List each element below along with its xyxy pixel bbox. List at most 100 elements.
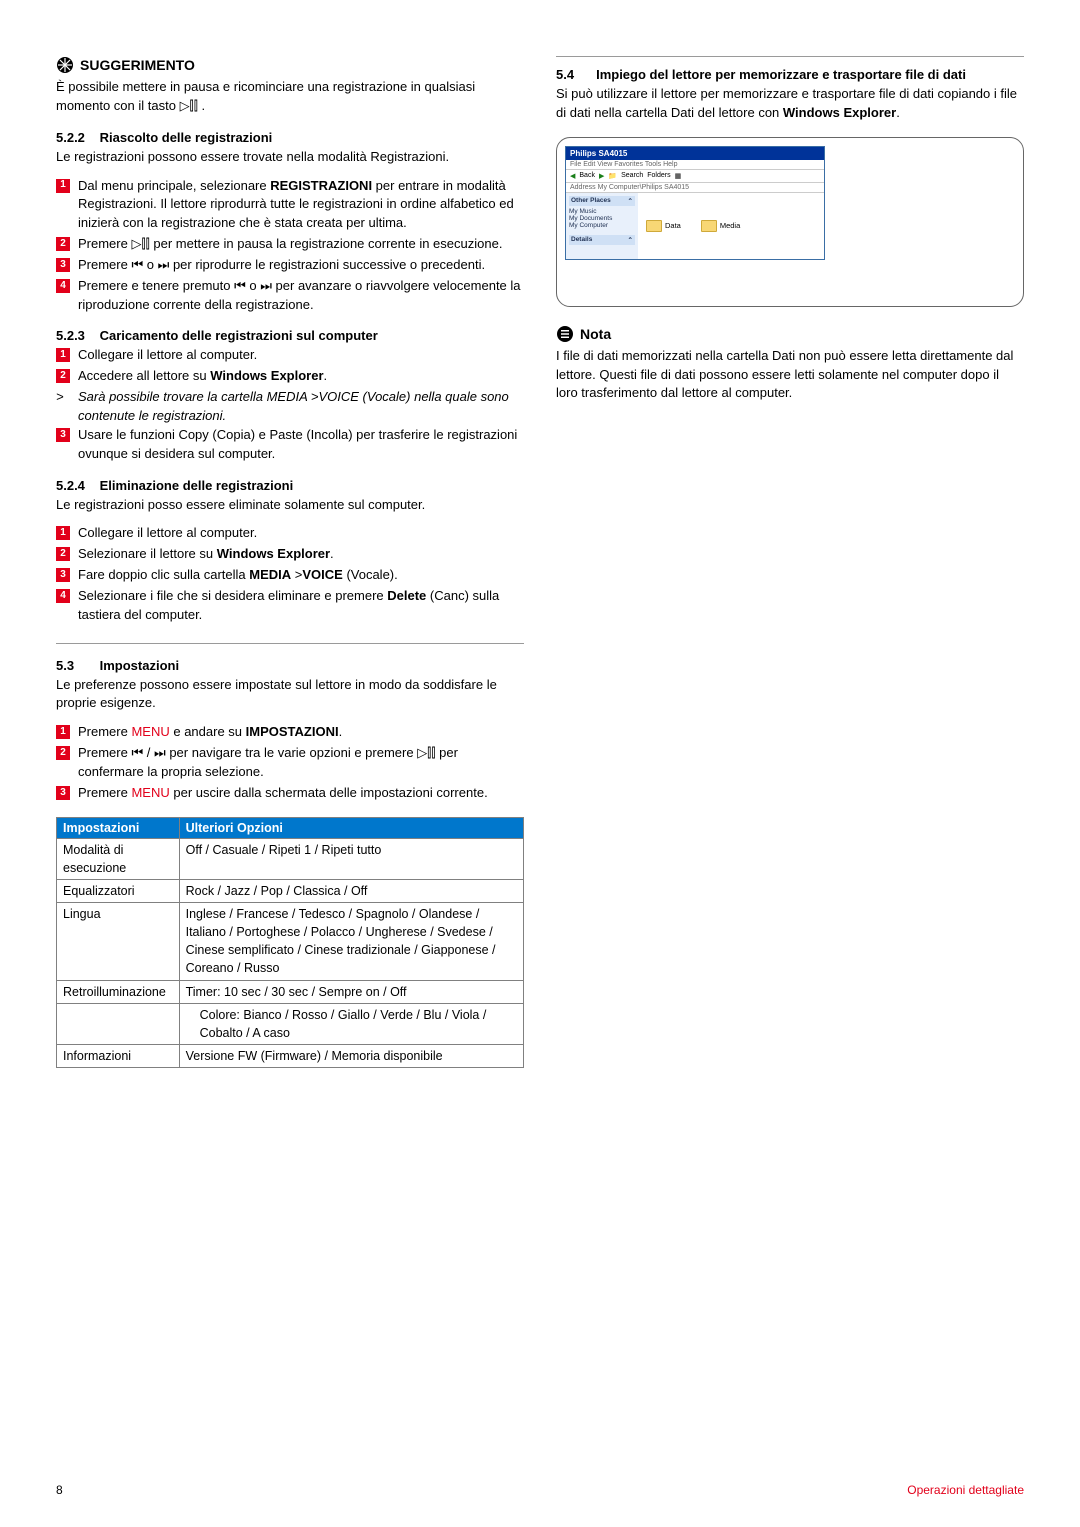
step-badge: 1 <box>56 526 70 540</box>
tip-text-2: . <box>198 98 205 113</box>
explorer-window: Philips SA4015 File Edit View Favorites … <box>565 146 825 260</box>
window-menu: File Edit View Favorites Tools Help <box>566 160 824 170</box>
up-icon: 📁 <box>608 172 617 180</box>
list-item: 2 Accedere all lettore su Windows Explor… <box>56 367 524 386</box>
play-pause-icon: ▷⫿⫿ <box>180 98 198 113</box>
page-number: 8 <box>56 1483 63 1497</box>
table-cell: Colore: Bianco / Rosso / Giallo / Verde … <box>179 1003 523 1044</box>
prev-next-icon: ⏮ o ⏭ <box>131 257 169 272</box>
list-item: 4 Selezionare i file che si desidera eli… <box>56 587 524 625</box>
table-cell: Off / Casuale / Ripeti 1 / Ripeti tutto <box>179 838 523 879</box>
note-label: Nota <box>580 326 611 342</box>
tip-text-1: È possibile mettere in pausa e ricominci… <box>56 79 475 113</box>
section-num: 5.2.3 <box>56 328 96 343</box>
step-badge: 3 <box>56 786 70 800</box>
tip-label: SUGGERIMENTO <box>80 57 195 73</box>
section-num: 5.3 <box>56 658 96 673</box>
table-header-row: Impostazioni Ulteriori Opzioni <box>57 817 524 838</box>
step-badge: 3 <box>56 428 70 442</box>
table-cell: Modalità di esecuzione <box>57 838 180 879</box>
folder-pane: Data Media <box>638 193 824 259</box>
address-bar: Address My Computer\Philips SA4015 <box>566 183 824 193</box>
table-cell: Versione FW (Firmware) / Memoria disponi… <box>179 1044 523 1067</box>
content-columns: SUGGERIMENTO È possibile mettere in paus… <box>56 56 1024 1068</box>
section-524: 5.2.4 Eliminazione delle registrazioni L… <box>56 478 524 625</box>
gt-symbol: > <box>56 388 70 426</box>
window-body: Other Places⌃ My Music My Documents My C… <box>566 193 824 259</box>
list-item: 3 Fare doppio clic sulla cartella MEDIA … <box>56 566 524 585</box>
note-text: I file di dati memorizzati nella cartell… <box>556 347 1024 404</box>
list-item: 2 Premere ▷⫿⫿ per mettere in pausa la re… <box>56 235 524 254</box>
step-text: Premere MENU per uscire dalla schermata … <box>78 784 524 803</box>
table-row: LinguaInglese / Francese / Tedesco / Spa… <box>57 903 524 981</box>
table-header: Impostazioni <box>57 817 180 838</box>
side-item: My Documents <box>569 215 635 222</box>
step-badge: 2 <box>56 746 70 760</box>
step-badge: 2 <box>56 369 70 383</box>
section-522: 5.2.2 Riascolto delle registrazioni Le r… <box>56 130 524 315</box>
tip-header: SUGGERIMENTO <box>56 56 524 74</box>
side-item: My Computer <box>569 222 635 229</box>
list-item: 3 Usare le funzioni Copy (Copia) e Paste… <box>56 426 524 464</box>
section-title: Eliminazione delle registrazioni <box>100 478 294 493</box>
table-row: RetroilluminazioneTimer: 10 sec / 30 sec… <box>57 980 524 1003</box>
step-badge: 3 <box>56 568 70 582</box>
step-badge: 3 <box>56 258 70 272</box>
table-cell: Informazioni <box>57 1044 180 1067</box>
step-text: Accedere all lettore su Windows Explorer… <box>78 367 524 386</box>
right-column: 5.4 Impiego del lettore per memorizzare … <box>556 56 1024 1068</box>
prev-next-icon: ⏮ o ⏭ <box>234 278 272 293</box>
section-53-steps: 1 Premere MENU e andare su IMPOSTAZIONI.… <box>56 723 524 802</box>
folders-label: Folders <box>647 172 670 179</box>
list-item: 3 Premere ⏮ o ⏭ per riprodurre le regist… <box>56 256 524 275</box>
section-522-intro: Le registrazioni possono essere trovate … <box>56 148 524 167</box>
footer-section: Operazioni dettagliate <box>907 1483 1024 1497</box>
section-54-heading: 5.4 Impiego del lettore per memorizzare … <box>556 67 1024 82</box>
table-cell: Inglese / Francese / Tedesco / Spagnolo … <box>179 903 523 981</box>
section-523: 5.2.3 Caricamento delle registrazioni su… <box>56 328 524 463</box>
table-cell: Rock / Jazz / Pop / Classica / Off <box>179 879 523 902</box>
fwd-icon: ▶ <box>599 172 604 180</box>
result-text: Sarà possibile trovare la cartella MEDIA… <box>78 388 524 426</box>
result-note: > Sarà possibile trovare la cartella MED… <box>56 388 524 426</box>
section-523-steps: 1 Collegare il lettore al computer. 2 Ac… <box>56 346 524 386</box>
step-badge: 2 <box>56 547 70 561</box>
folder-item: Media <box>701 197 740 255</box>
section-522-heading: 5.2.2 Riascolto delle registrazioni <box>56 130 524 145</box>
window-title: Philips SA4015 <box>566 147 824 160</box>
section-54: 5.4 Impiego del lettore per memorizzare … <box>556 67 1024 123</box>
section-num: 5.2.2 <box>56 130 96 145</box>
left-column: SUGGERIMENTO È possibile mettere in paus… <box>56 56 524 1068</box>
step-text: Usare le funzioni Copy (Copia) e Paste (… <box>78 426 524 464</box>
section-53: 5.3 Impostazioni Le preferenze possono e… <box>56 658 524 803</box>
section-title: Caricamento delle registrazioni sul comp… <box>100 328 378 343</box>
folder-icon <box>646 220 662 232</box>
search-label: Search <box>621 172 643 179</box>
step-text: Premere e tenere premuto ⏮ o ⏭ per avanz… <box>78 277 524 315</box>
side-heading: Other Places⌃ <box>569 196 635 206</box>
table-cell: Equalizzatori <box>57 879 180 902</box>
table-header: Ulteriori Opzioni <box>179 817 523 838</box>
table-cell <box>57 1003 180 1044</box>
step-text: Premere ▷⫿⫿ per mettere in pausa la regi… <box>78 235 524 254</box>
step-badge: 1 <box>56 348 70 362</box>
section-522-steps: 1 Dal menu principale, selezionare REGIS… <box>56 177 524 315</box>
section-num: 5.2.4 <box>56 478 96 493</box>
folder-item: Data <box>646 197 681 255</box>
step-badge: 4 <box>56 279 70 293</box>
list-item: 1 Premere MENU e andare su IMPOSTAZIONI. <box>56 723 524 742</box>
step-badge: 1 <box>56 725 70 739</box>
step-text: Premere ⏮ / ⏭ per navigare tra le varie … <box>78 744 524 782</box>
section-title: Impostazioni <box>100 658 179 673</box>
list-item: 3 Premere MENU per uscire dalla schermat… <box>56 784 524 803</box>
play-pause-icon: ▷⫿⫿ <box>131 236 149 251</box>
side-item: My Music <box>569 208 635 215</box>
list-item: 1 Collegare il lettore al computer. <box>56 524 524 543</box>
step-badge: 1 <box>56 179 70 193</box>
step-text: Collegare il lettore al computer. <box>78 524 524 543</box>
section-524-steps: 1 Collegare il lettore al computer. 2 Se… <box>56 524 524 624</box>
list-item: 1 Collegare il lettore al computer. <box>56 346 524 365</box>
step-text: Selezionare i file che si desidera elimi… <box>78 587 524 625</box>
page-footer: 8 Operazioni dettagliate <box>56 1483 1024 1497</box>
back-icon: ◀ <box>570 172 575 180</box>
